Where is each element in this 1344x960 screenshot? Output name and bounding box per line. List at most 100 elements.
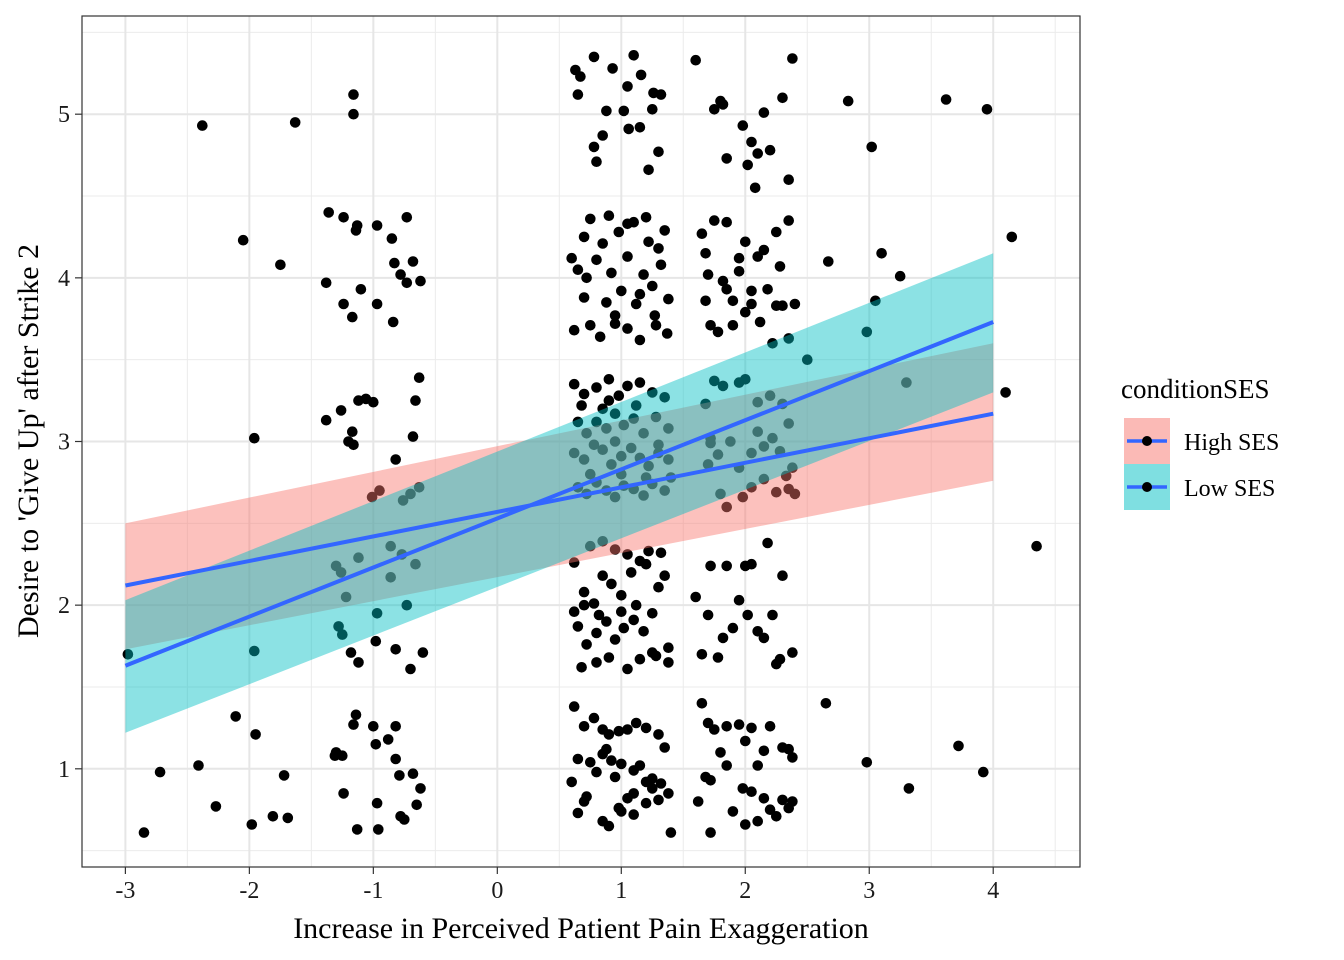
- data-point: [591, 657, 602, 668]
- data-point: [634, 288, 646, 300]
- data-point: [764, 390, 776, 402]
- data-point: [758, 473, 770, 485]
- data-point: [764, 144, 776, 156]
- data-point: [746, 298, 757, 310]
- data-point: [700, 398, 711, 410]
- major-gridlines: [82, 16, 1080, 867]
- data-point: [630, 599, 642, 611]
- data-point: [613, 226, 625, 238]
- data-point: [752, 426, 763, 438]
- confidence-band-high-ses: [125, 343, 994, 650]
- data-point: [353, 657, 364, 668]
- data-point: [368, 396, 379, 408]
- data-point: [752, 396, 763, 408]
- data-point: [333, 621, 344, 632]
- data-point: [653, 146, 664, 158]
- data-point: [643, 460, 654, 472]
- data-point: [413, 482, 425, 493]
- data-point: [337, 629, 348, 640]
- data-point: [323, 207, 335, 218]
- data-point: [616, 285, 627, 297]
- data-point: [581, 639, 592, 650]
- data-point: [764, 804, 776, 815]
- data-point: [640, 722, 652, 734]
- data-point: [371, 298, 383, 310]
- data-point: [588, 712, 600, 724]
- data-point: [737, 120, 749, 131]
- data-point: [572, 264, 584, 276]
- data-point: [653, 794, 664, 806]
- data-point: [742, 159, 753, 171]
- data-point: [647, 773, 658, 784]
- data-point: [647, 280, 658, 292]
- data-point: [696, 228, 708, 239]
- x-tick-label: 2: [739, 878, 751, 904]
- data-point: [746, 447, 757, 459]
- data-point: [705, 560, 716, 572]
- data-point: [742, 609, 753, 621]
- data-point: [717, 380, 729, 392]
- data-point: [978, 766, 989, 778]
- y-tick-label: 5: [58, 102, 70, 128]
- data-point: [746, 285, 757, 297]
- data-point: [663, 454, 674, 465]
- data-point: [787, 796, 798, 807]
- data-point: [690, 591, 701, 603]
- data-point: [655, 778, 667, 789]
- data-point: [399, 814, 410, 825]
- data-point: [591, 254, 602, 266]
- data-point: [597, 130, 608, 141]
- data-point: [702, 609, 714, 621]
- data-point: [638, 626, 649, 637]
- data-point: [593, 609, 605, 621]
- data-point: [740, 819, 751, 830]
- data-point: [397, 495, 409, 506]
- data-point: [382, 734, 394, 745]
- data-point: [249, 432, 260, 444]
- data-point: [618, 419, 630, 431]
- legend-point-low-ses: [1142, 482, 1152, 492]
- data-point: [609, 491, 621, 503]
- data-point: [606, 459, 617, 470]
- data-point: [618, 105, 630, 117]
- data-point: [568, 701, 580, 712]
- data-point: [250, 729, 261, 740]
- data-point: [767, 338, 778, 349]
- data-point: [774, 261, 786, 272]
- data-point: [733, 719, 745, 730]
- data-point: [625, 567, 637, 578]
- data-point: [622, 81, 633, 92]
- data-point: [758, 107, 770, 118]
- legend-item-high-ses: High SES: [1124, 418, 1279, 464]
- data-point: [740, 735, 751, 747]
- data-point: [721, 216, 732, 228]
- data-point: [740, 236, 751, 248]
- data-point: [348, 719, 359, 730]
- data-point: [767, 609, 778, 621]
- data-point: [394, 770, 405, 781]
- data-point: [374, 485, 385, 496]
- data-point: [746, 558, 757, 570]
- data-point: [655, 547, 667, 559]
- data-point: [647, 647, 658, 658]
- data-point: [700, 248, 711, 259]
- data-point: [643, 236, 654, 248]
- data-point: [407, 768, 419, 779]
- data-point: [655, 89, 667, 100]
- data-point: [783, 215, 794, 226]
- regression-lines: [124, 320, 994, 668]
- y-axis: 1 2 3 4 5: [58, 102, 82, 783]
- data-point: [663, 293, 674, 305]
- data-point: [330, 560, 342, 572]
- data-point: [717, 632, 729, 644]
- data-point: [709, 215, 720, 226]
- data-point: [727, 320, 739, 331]
- data-point: [702, 459, 714, 470]
- x-axis-title: Increase in Perceived Patient Pain Exagg…: [293, 912, 869, 945]
- regression-line-high-ses: [125, 411, 994, 588]
- data-point: [721, 721, 732, 732]
- data-point: [721, 501, 732, 513]
- data-point: [643, 545, 654, 557]
- data-point: [345, 647, 357, 658]
